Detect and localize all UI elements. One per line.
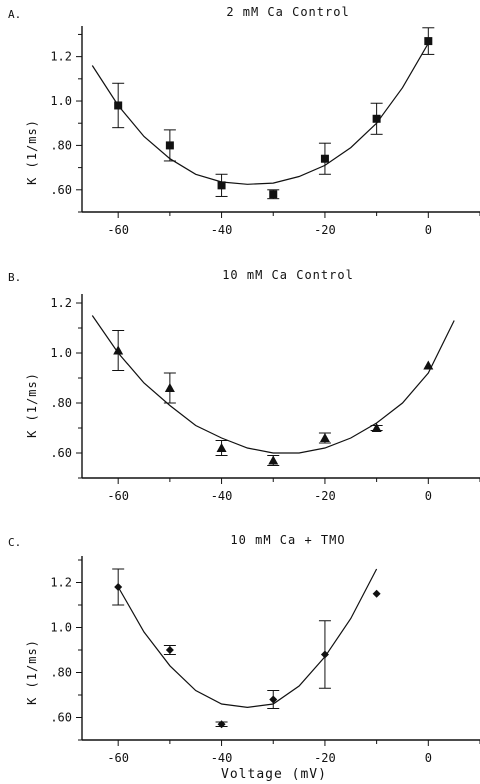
x-tick-label: -20: [314, 751, 336, 765]
data-point: [114, 583, 123, 591]
data-point: [269, 190, 278, 199]
x-tick-label: -40: [211, 489, 233, 503]
x-tick-label: 0: [425, 223, 432, 237]
panel-2: B. 10 mM Ca Control K (1/ms) -60 -40 -20 0 .60.…: [8, 268, 480, 503]
y-tick-label: .60: [50, 711, 72, 725]
data-point: [268, 455, 279, 465]
data-point: [424, 37, 433, 46]
data-point: [113, 345, 124, 355]
data-point: [165, 141, 174, 150]
data-point: [320, 650, 329, 659]
data-point: [423, 360, 434, 370]
panel-title: 10 mM Ca + TMO: [230, 533, 345, 547]
x-tick-label: 0: [425, 489, 432, 503]
x-tick-label: -20: [314, 489, 336, 503]
data-point: [372, 589, 381, 598]
panel-label: A.: [8, 8, 21, 21]
x-tick-label: -60: [107, 223, 129, 237]
panel-title: 2 mM Ca Control: [226, 5, 349, 19]
x-tick-label: -60: [107, 751, 129, 765]
y-tick-label: 1.2: [50, 50, 72, 64]
y-axis-label: K (1/ms): [25, 119, 39, 185]
x-tick-label: -40: [211, 751, 233, 765]
y-tick-label: .80: [50, 396, 72, 410]
y-tick-label: 1.2: [50, 576, 72, 590]
y-tick-label: .80: [50, 138, 72, 152]
y-tick-label: .60: [50, 183, 72, 197]
y-axis-label: K (1/ms): [25, 639, 39, 705]
data-point: [217, 720, 226, 729]
panel-1: A. 2 mM Ca Control K (1/ms) -60 -40 -20 0 .60 .8…: [8, 5, 480, 237]
data-point: [164, 383, 175, 392]
y-tick-label: .80: [50, 666, 72, 680]
fit-curve: [91, 42, 429, 185]
data-point: [217, 181, 226, 190]
y-tick-label: 1.2: [50, 296, 72, 310]
y-tick-label: 1.0: [50, 621, 72, 635]
x-tick-label: -60: [107, 489, 129, 503]
data-point: [216, 443, 227, 452]
y-tick-label: 1.0: [50, 94, 72, 108]
y-tick-label: .60: [50, 446, 72, 460]
x-tick-label: -20: [314, 223, 336, 237]
panel-label: B.: [8, 271, 21, 284]
x-axis-label: Voltage (mV): [221, 767, 327, 782]
data-point: [372, 114, 381, 123]
fit-curve: [91, 315, 455, 454]
data-point: [165, 646, 174, 654]
panel-title: 10 mM Ca Control: [222, 268, 354, 282]
y-axis-label: K (1/ms): [25, 372, 39, 438]
x-tick-label: 0: [425, 751, 432, 765]
data-point: [371, 423, 382, 432]
x-tick-label: -40: [211, 223, 233, 237]
data-point: [319, 433, 330, 442]
fit-curve: [117, 568, 378, 709]
data-point: [114, 101, 123, 110]
panel-3: C. 10 mM Ca + TMO K (1/ms) -60 -40 -20 0 .60 .80…: [8, 533, 480, 765]
y-tick-label: 1.0: [50, 346, 72, 360]
data-point: [269, 695, 278, 704]
panel-label: C.: [8, 536, 21, 549]
data-point: [320, 154, 329, 163]
